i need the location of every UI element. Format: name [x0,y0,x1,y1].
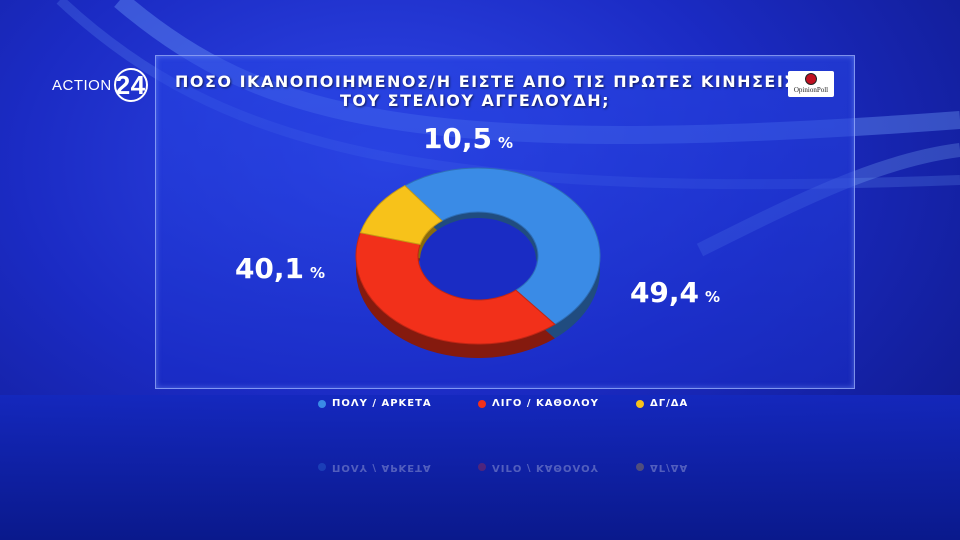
data-label-value: 40,1 [235,252,304,285]
donut-hole [420,218,536,302]
legend-swatch [318,463,326,472]
legend-item-1: ΠΟΛΥ / ΑΡΚΕΤΑ [318,398,432,409]
legend-swatch [318,399,326,408]
slice-1 [403,167,601,325]
legend-label: ΔΓ/ΔΑ [650,462,689,473]
legend-swatch [478,463,486,472]
chart-title-line-2: ΤΟΥ ΣΤΕΛΙΟΥ ΑΓΓΕΛΟΥΔΗ; [340,91,610,110]
data-label-value: 49,4 [630,276,699,309]
channel-logo-text: ACTION [52,76,112,94]
data-label-1: 49,4% [630,276,720,309]
chart-title-line-1: ΠΟΣΟ ΙΚΑΝΟΠΟΙΗΜΕΝΟΣ/Η ΕΙΣΤΕ ΑΠΟ ΤΙΣ ΠΡΩΤ… [175,72,797,91]
pollster-logo: OpinionPoll [788,71,834,97]
slice-3 [359,185,443,245]
legend-label: ΛΙΓΟ / ΚΑΘΟΛΟΥ [492,398,599,409]
data-label-3: 10,5% [423,122,513,155]
chart-legend: ΠΟΛΥ / ΑΡΚΕΤΑ ΛΙΓΟ / ΚΑΘΟΛΟΥ ΔΓ/ΔΑ [0,398,960,416]
legend-swatch [636,399,644,408]
slice-2 [355,232,556,345]
data-label-2: 40,1% [235,252,325,285]
data-label-unit: % [705,288,720,306]
legend-item-3: ΔΓ/ΔΑ [636,398,688,409]
legend-label: ΠΟΛΥ / ΑΡΚΕΤΑ [332,398,432,409]
legend-item-1: ΠΟΛΥ / ΑΡΚΕΤΑ [318,462,432,473]
legend-item-2: ΛΙΓΟ / ΚΑΘΟΛΟΥ [478,398,599,409]
legend-item-2: ΛΙΓΟ / ΚΑΘΟΛΟΥ [478,462,599,473]
channel-logo: ACTION 24 [52,68,148,102]
legend-swatch [636,463,644,472]
data-label-unit: % [498,134,513,152]
data-label-value: 10,5 [423,122,492,155]
legend-label: ΔΓ/ΔΑ [650,398,689,409]
channel-logo-number: 24 [113,68,148,102]
data-label-unit: % [310,264,325,282]
legend-label: ΛΙΓΟ / ΚΑΘΟΛΟΥ [492,462,599,473]
chart-legend-reflection: ΠΟΛΥ / ΑΡΚΕΤΑ ΛΙΓΟ / ΚΑΘΟΛΟΥ ΔΓ/ΔΑ [0,455,960,473]
legend-swatch [478,399,486,408]
chart-title: ΠΟΣΟ ΙΚΑΝΟΠΟΙΗΜΕΝΟΣ/Η ΕΙΣΤΕ ΑΠΟ ΤΙΣ ΠΡΩΤ… [175,72,797,110]
pollster-logo-text: OpinionPoll [793,86,829,94]
legend-item-3: ΔΓ/ΔΑ [636,462,688,473]
floor-reflection-area [0,395,960,540]
pollster-logo-icon [805,73,817,85]
legend-label: ΠΟΛΥ / ΑΡΚΕΤΑ [332,462,432,473]
